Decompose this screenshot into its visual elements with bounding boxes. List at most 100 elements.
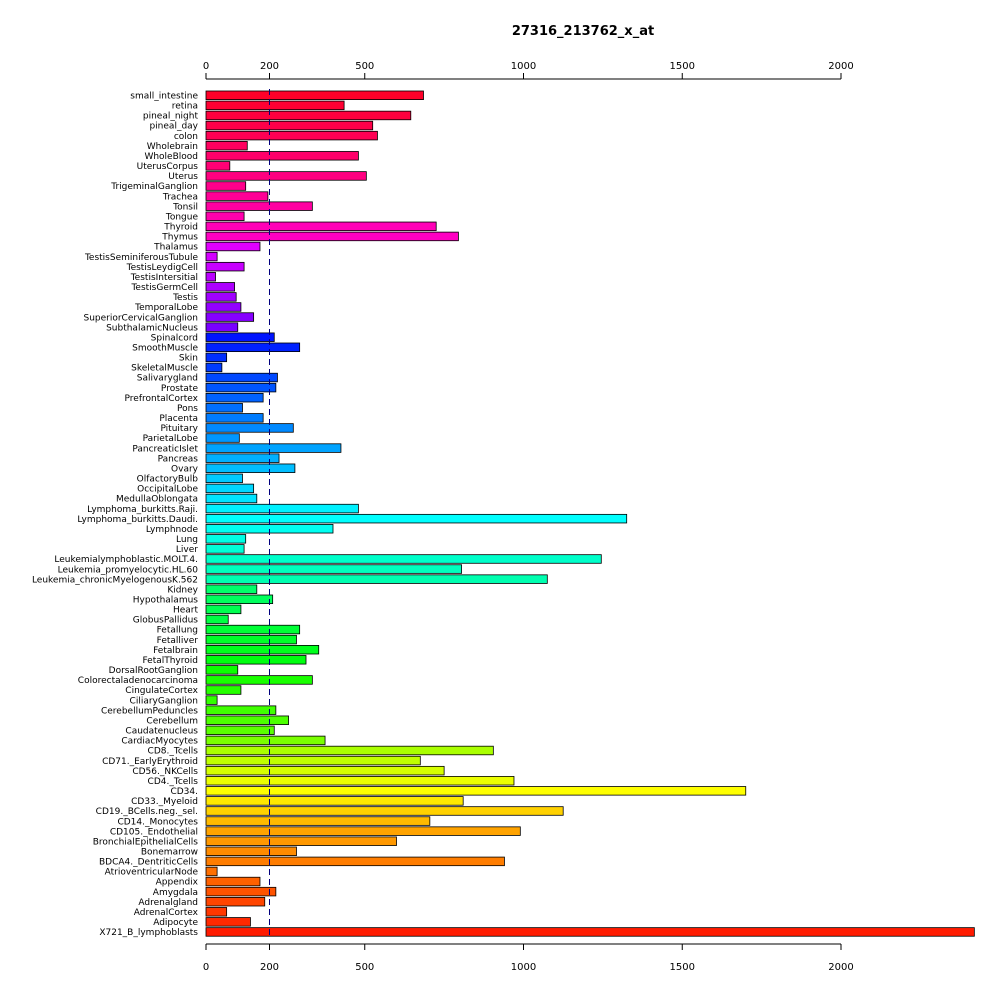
category-label: Cerebellum [146, 716, 198, 726]
category-label: CerebellumPeduncles [101, 706, 198, 716]
category-label: Colorectaladenocarcinoma [78, 676, 198, 686]
category-label: Thyroid [163, 223, 198, 233]
tick-label: 1000 [511, 962, 536, 973]
category-label: Kidney [167, 585, 198, 595]
bar [205, 382, 277, 393]
bar [205, 796, 464, 806]
bar [205, 846, 297, 857]
bar [205, 725, 275, 736]
bar [205, 786, 747, 796]
bar [205, 231, 459, 242]
tick-label: 200 [260, 61, 279, 72]
category-label: PrefrontalCortex [125, 394, 199, 404]
category-label: Testis [172, 293, 198, 303]
bar [205, 423, 294, 433]
category-label: Pancreas [158, 454, 199, 464]
category-label: WholeBlood [144, 152, 198, 162]
category-label: Ovary [171, 464, 199, 474]
category-label: Lung [176, 535, 198, 545]
bar [205, 816, 431, 826]
tick-label: 2000 [828, 962, 853, 973]
bar [205, 705, 277, 715]
category-label: Hypothalamus [133, 596, 199, 606]
category-label: Salivarygland [137, 374, 198, 384]
bar [205, 604, 242, 615]
bar [205, 443, 342, 453]
category-label: TrigeminalGanglion [110, 182, 198, 192]
bar [205, 90, 424, 101]
bar [205, 322, 239, 332]
category-label: SkeletalMuscle [131, 364, 198, 374]
bar [205, 392, 264, 403]
category-label: Wholebrain [147, 142, 198, 152]
bottom-x-axis: 0 200 500 1000 1500 2000 [203, 943, 854, 973]
category-label: Spinalcord [151, 333, 198, 343]
tick-label: 2000 [828, 61, 853, 72]
bar [205, 826, 521, 836]
bar [205, 554, 602, 564]
bar [205, 544, 245, 554]
category-label: PancreaticIslet [132, 444, 198, 454]
bar [205, 655, 307, 665]
category-label: FetalThyroid [142, 656, 198, 666]
category-label: OlfactoryBulb [137, 475, 199, 485]
bar [205, 241, 261, 252]
category-label: OccipitalLobe [137, 485, 198, 495]
category-label: DorsalRootGanglion [109, 666, 198, 676]
bar [205, 685, 242, 695]
category-label: Uterus [168, 172, 198, 182]
bar [205, 745, 494, 756]
bar [205, 292, 237, 302]
category-label: Appendix [156, 878, 199, 888]
bar [205, 806, 564, 816]
category-label: BronchialEpithelialCells [93, 837, 199, 847]
bar [205, 181, 247, 191]
category-label: Pituitary [160, 424, 198, 434]
bar [205, 151, 359, 161]
bar [205, 927, 975, 937]
tick-label: 1500 [670, 61, 695, 72]
category-label: CD4._Tcells [148, 777, 199, 787]
bar [205, 594, 274, 605]
category-label: Placenta [159, 414, 198, 424]
bar [205, 493, 258, 504]
category-label: Fetallung [157, 626, 198, 636]
bar [205, 503, 359, 514]
category-label: small_intestine [130, 92, 198, 102]
category-label: Thalamus [153, 243, 198, 253]
bar [205, 765, 445, 776]
category-label: Caudatenucleus [125, 727, 198, 737]
category-label: Lymphoma_burkitts.Raji. [87, 505, 198, 515]
category-label: CD8._Tcells [148, 747, 199, 757]
tick-label: 0 [203, 962, 209, 973]
bar [205, 907, 228, 917]
bar [205, 735, 326, 746]
bar [205, 886, 277, 897]
bar [205, 342, 301, 353]
category-label: BDCA4._DentriticCells [99, 858, 198, 868]
tick-label: 500 [355, 61, 374, 72]
category-label: Lymphoma_burkitts.Daudi. [77, 515, 198, 525]
category-label: AtrioventricularNode [105, 868, 199, 878]
category-label: CD71._EarlyErythroid [102, 757, 198, 767]
category-label: retina [172, 102, 198, 112]
chart-title: 27316_213762_x_at [512, 24, 654, 39]
bar [205, 463, 296, 473]
bar [205, 201, 313, 211]
bar [205, 866, 218, 877]
category-label: ParietalLobe [143, 434, 199, 444]
category-label: Thymus [161, 233, 198, 243]
category-label: Fetalliver [157, 636, 199, 646]
bar [205, 634, 297, 645]
bar [205, 473, 243, 484]
bars-group [205, 90, 975, 937]
bar [205, 211, 245, 221]
bar [205, 282, 235, 292]
bar [205, 100, 345, 111]
category-label: CD19._BCells.neg._sel. [96, 807, 198, 817]
category-label: GlobusPallidus [133, 616, 199, 626]
category-label: Tongue [165, 212, 199, 222]
category-label: Leukemia_promyelocytic.HL.60 [58, 565, 199, 575]
category-label: TestisIntersitial [130, 273, 198, 283]
